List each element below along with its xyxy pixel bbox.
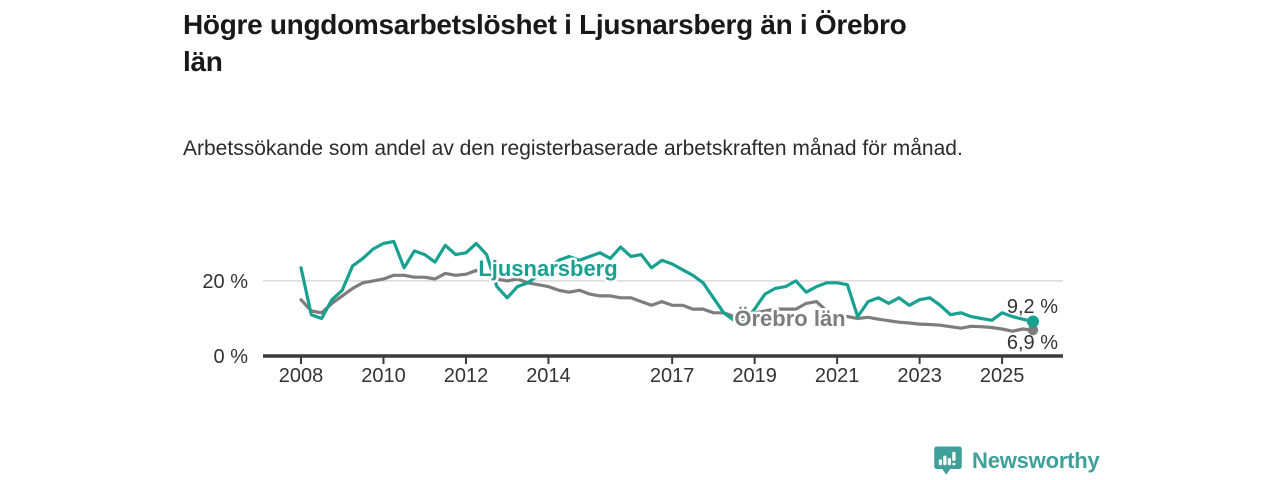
x-tick-label: 2010 bbox=[361, 365, 406, 387]
x-tick-label: 2008 bbox=[279, 365, 324, 387]
x-tick-label: 2017 bbox=[650, 365, 695, 387]
chart-title: Högre ungdomsarbetslöshet i Ljusnarsberg… bbox=[183, 9, 907, 77]
series-end-dot-orebro-lan bbox=[1027, 324, 1039, 336]
y-tick-label: 0 % bbox=[214, 346, 249, 368]
series-end-value-orebro-lan: 6,9 % bbox=[1007, 332, 1058, 354]
newsworthy-logo-icon bbox=[934, 446, 962, 475]
y-tick-label: 20 % bbox=[202, 271, 248, 293]
series-end-value-ljusnarsberg: 9,2 % bbox=[1007, 296, 1058, 318]
x-tick-label: 2023 bbox=[897, 365, 942, 387]
x-tick-label: 2019 bbox=[732, 365, 777, 387]
chart-subtitle: Arbetssökande som andel av den registerb… bbox=[183, 137, 963, 160]
x-tick-label: 2021 bbox=[815, 365, 860, 387]
series-label-ljusnarsberg: Ljusnarsberg bbox=[478, 256, 617, 281]
x-tick-label: 2014 bbox=[526, 365, 571, 387]
x-tick-label: 2012 bbox=[444, 365, 489, 387]
x-tick-label: 2025 bbox=[980, 365, 1025, 387]
series-line-orebro-lan bbox=[299, 268, 1035, 333]
newsworthy-branding: Newsworthy bbox=[933, 445, 1100, 476]
newsworthy-logo-text: Newsworthy bbox=[972, 447, 1100, 473]
series-label-orebro-lan: Örebro län bbox=[734, 306, 845, 331]
series-line-ljusnarsberg bbox=[299, 239, 1035, 324]
series-end-dot-ljusnarsberg bbox=[1027, 315, 1040, 328]
